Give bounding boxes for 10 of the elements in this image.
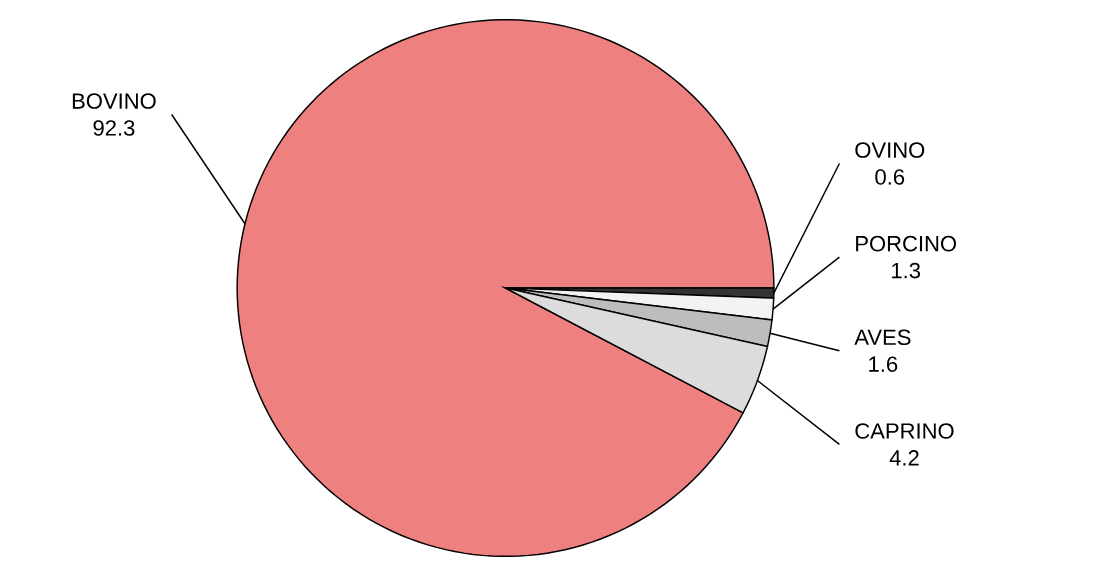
- slice-label: AVES: [854, 329, 911, 346]
- data-label: 4.2: [889, 450, 919, 466]
- slice-label: BOVINO: [72, 93, 156, 109]
- slice-label: CAPRINO: [855, 423, 954, 439]
- data-label: 92.3: [93, 120, 135, 136]
- slice-label: PORCINO: [856, 235, 957, 252]
- slice-label: OVINO: [855, 142, 925, 158]
- data-label: 1.3: [892, 262, 921, 279]
- data-label: 1.6: [869, 356, 898, 372]
- data-label: 0.6: [875, 169, 905, 185]
